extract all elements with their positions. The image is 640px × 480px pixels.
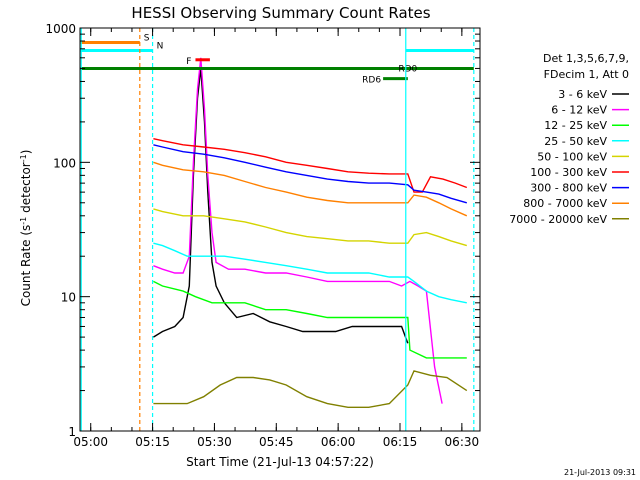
annotation-label: N — [157, 41, 164, 51]
y-axis-label: Count Rate (s-1 detector-1) — [19, 150, 34, 307]
x-axis: 05:00 05:15 05:30 05:45 06:00 06:15 06:30 — [73, 28, 479, 449]
legend-header-decimation: FDecim 1, Att 0 — [544, 68, 629, 81]
x-tick-label: 05:30 — [197, 435, 232, 449]
legend-label: 50 - 100 keV — [537, 150, 607, 163]
legend-header-detectors: Det 1,3,5,6,7,9, — [543, 52, 629, 65]
legend: Det 1,3,5,6,7,9, FDecim 1, Att 0 3 - 6 k… — [509, 52, 629, 226]
series-line-5 — [153, 208, 468, 247]
x-tick-label: 06:00 — [321, 435, 356, 449]
legend-label: 12 - 25 keV — [544, 119, 607, 132]
legend-label: 25 - 50 keV — [544, 135, 607, 148]
x-tick-label: 05:15 — [135, 435, 170, 449]
series-layer — [153, 57, 468, 408]
series-line-3 — [153, 280, 467, 359]
legend-label: 3 - 6 keV — [558, 88, 607, 101]
series-line-2 — [153, 57, 443, 404]
plot-frame — [79, 27, 481, 432]
y-axis: 1 10 100 1000 — [45, 22, 480, 439]
legend-label: 6 - 12 keV — [551, 104, 607, 117]
series-line-4 — [153, 242, 467, 304]
x-tick-label: 05:00 — [73, 435, 108, 449]
timestamp: 21-Jul-2013 09:31 — [564, 468, 636, 477]
legend-label: 7000 - 20000 keV — [509, 213, 607, 226]
y-tick-label: 100 — [53, 156, 76, 170]
y-tick-label: 1000 — [45, 22, 76, 36]
legend-label: 800 - 7000 keV — [523, 197, 607, 210]
annotation-label: RD0 — [398, 64, 417, 74]
annotation-layer: SN F RD0 RD6 — [80, 33, 474, 86]
x-tick-label: 05:45 — [259, 435, 294, 449]
annotation-label: F — [186, 57, 191, 67]
x-tick-label: 06:30 — [445, 435, 480, 449]
series-line-8 — [153, 161, 468, 217]
chart-title: HESSI Observing Summary Count Rates — [131, 4, 430, 22]
annotation-label: S — [144, 33, 150, 43]
series-line-6 — [153, 138, 468, 193]
legend-label: 100 - 300 keV — [530, 166, 607, 179]
x-axis-label: Start Time (21-Jul-13 04:57:22) — [186, 455, 374, 469]
y-tick-label: 10 — [61, 291, 76, 305]
x-tick-label: 06:15 — [383, 435, 418, 449]
series-line-9 — [153, 370, 468, 408]
legend-label: 300 - 800 keV — [530, 182, 607, 195]
y-tick-label: 1 — [68, 425, 76, 439]
annotation-label: RD6 — [362, 76, 381, 86]
marker-layer — [80, 28, 475, 431]
series-line-7 — [153, 144, 467, 204]
